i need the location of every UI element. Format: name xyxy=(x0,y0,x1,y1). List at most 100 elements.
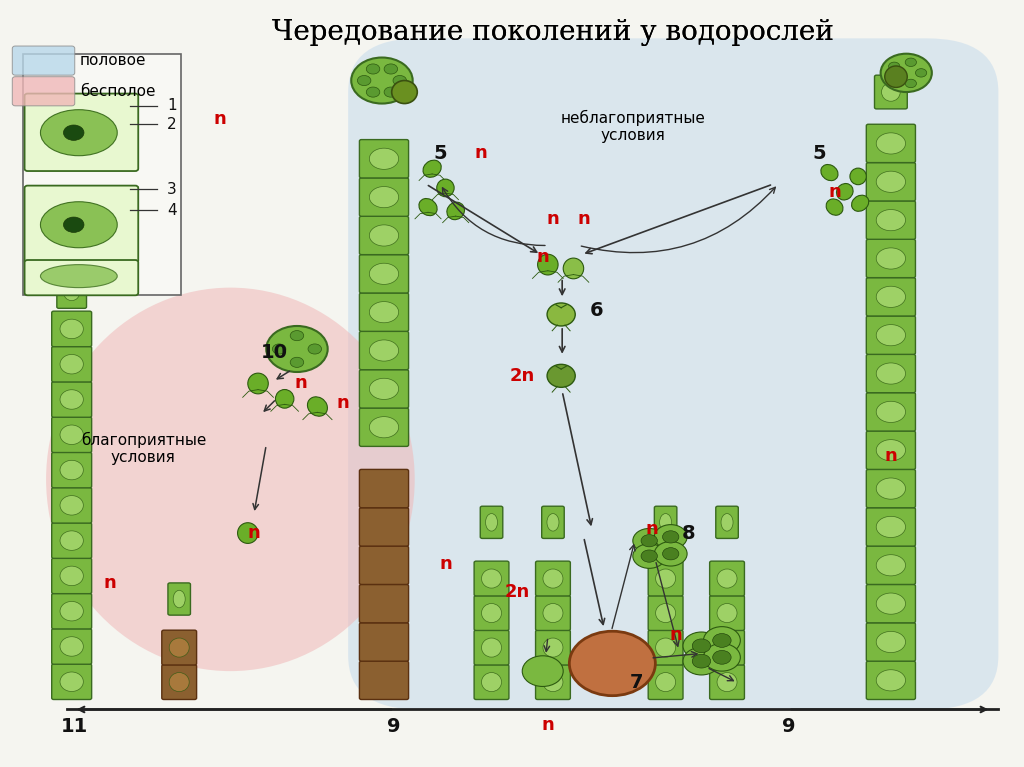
FancyBboxPatch shape xyxy=(25,94,138,171)
Ellipse shape xyxy=(423,160,441,177)
Circle shape xyxy=(703,644,740,671)
Ellipse shape xyxy=(877,401,905,423)
FancyBboxPatch shape xyxy=(536,630,570,665)
FancyBboxPatch shape xyxy=(359,331,409,370)
FancyBboxPatch shape xyxy=(866,469,915,508)
Circle shape xyxy=(290,357,304,367)
Ellipse shape xyxy=(481,673,502,692)
Ellipse shape xyxy=(877,439,905,461)
FancyBboxPatch shape xyxy=(359,178,409,216)
FancyBboxPatch shape xyxy=(51,629,92,664)
Ellipse shape xyxy=(60,425,83,445)
Ellipse shape xyxy=(60,495,83,515)
Circle shape xyxy=(272,344,286,354)
Ellipse shape xyxy=(60,531,83,551)
Circle shape xyxy=(633,528,666,553)
Ellipse shape xyxy=(370,416,398,438)
FancyBboxPatch shape xyxy=(25,186,138,263)
Ellipse shape xyxy=(60,566,83,586)
FancyBboxPatch shape xyxy=(359,661,409,700)
Ellipse shape xyxy=(370,340,398,361)
Circle shape xyxy=(393,75,407,86)
Ellipse shape xyxy=(60,319,83,339)
Ellipse shape xyxy=(877,324,905,346)
Ellipse shape xyxy=(391,81,418,104)
Text: n: n xyxy=(828,183,841,201)
Ellipse shape xyxy=(885,66,907,87)
Text: n: n xyxy=(670,626,682,644)
Ellipse shape xyxy=(307,397,328,416)
Ellipse shape xyxy=(717,604,737,623)
Text: 2n: 2n xyxy=(510,367,535,385)
Circle shape xyxy=(367,64,380,74)
FancyBboxPatch shape xyxy=(51,347,92,382)
Ellipse shape xyxy=(543,673,563,692)
Ellipse shape xyxy=(370,301,398,323)
Ellipse shape xyxy=(877,286,905,308)
Circle shape xyxy=(351,58,413,104)
Text: 9: 9 xyxy=(781,717,796,736)
Text: 6: 6 xyxy=(590,301,604,320)
Ellipse shape xyxy=(655,604,676,623)
FancyBboxPatch shape xyxy=(648,561,683,596)
Ellipse shape xyxy=(877,555,905,576)
FancyBboxPatch shape xyxy=(12,46,75,75)
FancyBboxPatch shape xyxy=(359,546,409,584)
Text: n: n xyxy=(537,248,549,266)
FancyBboxPatch shape xyxy=(648,596,683,630)
FancyBboxPatch shape xyxy=(359,469,409,508)
Circle shape xyxy=(703,627,740,654)
FancyBboxPatch shape xyxy=(866,661,915,700)
Text: n: n xyxy=(885,447,897,466)
FancyBboxPatch shape xyxy=(51,594,92,629)
FancyBboxPatch shape xyxy=(716,506,738,538)
FancyBboxPatch shape xyxy=(168,583,190,615)
Ellipse shape xyxy=(543,638,563,657)
FancyBboxPatch shape xyxy=(359,370,409,408)
FancyBboxPatch shape xyxy=(710,665,744,700)
FancyBboxPatch shape xyxy=(536,561,570,596)
Ellipse shape xyxy=(543,604,563,623)
FancyBboxPatch shape xyxy=(866,623,915,661)
FancyBboxPatch shape xyxy=(536,665,570,700)
Ellipse shape xyxy=(275,390,294,408)
Circle shape xyxy=(683,647,720,675)
FancyBboxPatch shape xyxy=(51,417,92,453)
FancyBboxPatch shape xyxy=(51,558,92,594)
FancyBboxPatch shape xyxy=(866,239,915,278)
Text: 2n: 2n xyxy=(505,583,529,601)
Ellipse shape xyxy=(485,514,498,531)
Text: n: n xyxy=(439,555,452,573)
FancyBboxPatch shape xyxy=(654,506,677,538)
Circle shape xyxy=(384,64,397,74)
Ellipse shape xyxy=(877,478,905,499)
Ellipse shape xyxy=(41,265,117,288)
Circle shape xyxy=(367,87,380,97)
Text: n: n xyxy=(475,144,487,163)
FancyBboxPatch shape xyxy=(51,453,92,488)
Ellipse shape xyxy=(717,673,737,692)
Text: 10: 10 xyxy=(261,344,288,362)
Text: n: n xyxy=(646,520,658,538)
Ellipse shape xyxy=(717,638,737,657)
Ellipse shape xyxy=(60,601,83,621)
FancyBboxPatch shape xyxy=(866,584,915,623)
Text: половое: половое xyxy=(80,53,146,68)
FancyBboxPatch shape xyxy=(866,163,915,201)
FancyBboxPatch shape xyxy=(162,630,197,665)
Ellipse shape xyxy=(436,179,455,196)
FancyBboxPatch shape xyxy=(710,630,744,665)
Ellipse shape xyxy=(481,638,502,657)
Circle shape xyxy=(905,58,916,67)
FancyBboxPatch shape xyxy=(51,382,92,417)
FancyBboxPatch shape xyxy=(480,506,503,538)
Circle shape xyxy=(905,79,916,87)
FancyBboxPatch shape xyxy=(866,201,915,239)
Text: Чередование поколений у водорослей: Чередование поколений у водорослей xyxy=(272,19,834,46)
Ellipse shape xyxy=(169,673,189,692)
Ellipse shape xyxy=(877,248,905,269)
Circle shape xyxy=(290,331,304,341)
FancyBboxPatch shape xyxy=(474,561,509,596)
Ellipse shape xyxy=(63,282,80,301)
Text: 1: 1 xyxy=(167,98,177,114)
